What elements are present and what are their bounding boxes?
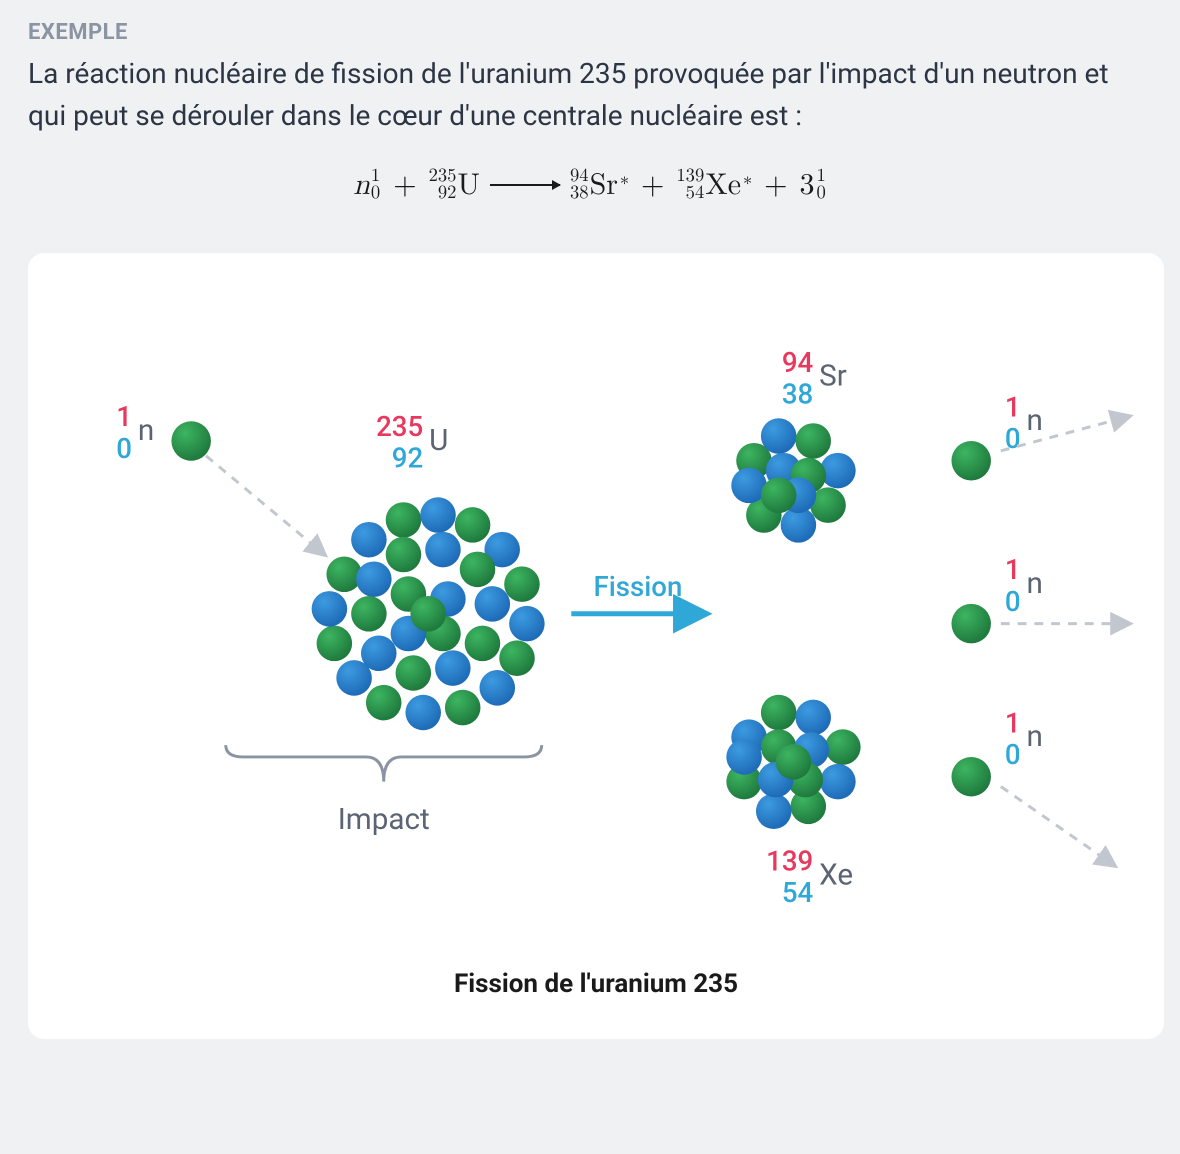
eq-neutron-right: 1 0 <box>816 168 826 201</box>
eq-xe: 139 54 Xe * <box>676 167 752 203</box>
eq-coeff-3: 3 <box>799 167 814 203</box>
eq-plus-2: + <box>635 167 670 203</box>
svg-text:U: U <box>429 424 448 458</box>
svg-text:38: 38 <box>782 377 813 410</box>
example-label: EXEMPLE <box>28 20 1152 45</box>
description-text: La réaction nucléaire de fission de l'ur… <box>0 53 1180 137</box>
svg-text:54: 54 <box>782 876 814 909</box>
svg-text:n: n <box>1026 567 1042 601</box>
svg-text:139: 139 <box>766 844 813 877</box>
svg-text:1: 1 <box>116 400 132 433</box>
svg-text:0: 0 <box>116 432 132 465</box>
svg-text:n: n <box>1026 404 1042 438</box>
svg-text:235: 235 <box>376 410 423 443</box>
equation: n 1 0 + 235 92 U 94 38 Sr * + 139 <box>0 137 1180 243</box>
svg-text:1: 1 <box>1005 553 1021 586</box>
eq-arrow <box>490 184 560 186</box>
diagram-caption: Fission de l'uranium 235 <box>48 969 1144 999</box>
svg-text:1: 1 <box>1005 390 1021 423</box>
eq-sr: 94 38 Sr * <box>570 167 629 203</box>
svg-text:0: 0 <box>1005 585 1021 618</box>
svg-text:1: 1 <box>1005 706 1021 739</box>
svg-text:Fission: Fission <box>594 570 683 603</box>
eq-uranium: 235 92 U <box>429 167 480 203</box>
eq-plus-3: + <box>758 167 793 203</box>
diagram-card: 10n23592UImpactFission9438Sr13954Xe10n10… <box>28 253 1164 1039</box>
eq-neutron-left: n 1 0 <box>353 167 381 203</box>
svg-text:Sr: Sr <box>819 360 847 394</box>
svg-text:Impact: Impact <box>338 803 430 837</box>
fission-diagram: 10n23592UImpactFission9438Sr13954Xe10n10… <box>48 283 1144 935</box>
svg-text:94: 94 <box>782 346 814 379</box>
svg-text:Xe: Xe <box>819 858 853 892</box>
svg-text:n: n <box>138 414 154 448</box>
eq-plus-1: + <box>387 167 422 203</box>
svg-text:0: 0 <box>1005 738 1021 771</box>
svg-text:92: 92 <box>392 442 423 475</box>
svg-text:n: n <box>1026 720 1042 754</box>
